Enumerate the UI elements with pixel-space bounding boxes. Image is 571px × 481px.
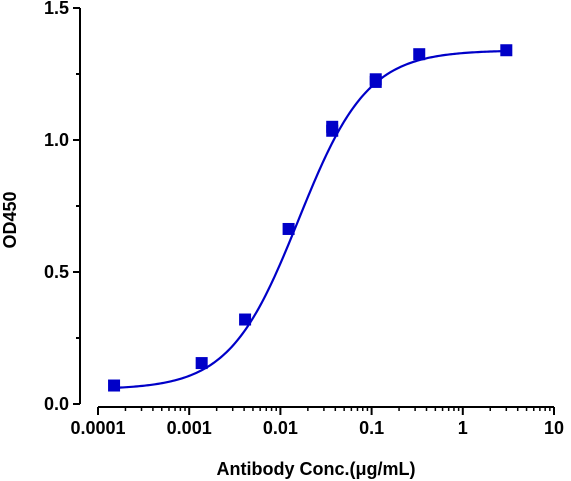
x-tick-label: 0.0001 (70, 418, 125, 438)
ticks: 0.0 0.5 1.0 1.5 0.0001 0.001 0.01 0.1 1 10 (44, 0, 564, 438)
x-tick-label: 10 (544, 418, 564, 438)
fit-curve-layer (114, 49, 507, 389)
x-axis-label: Antibody Conc.(μg/mL) (217, 459, 416, 479)
y-axis-label: OD450 (0, 191, 20, 248)
data-point (195, 357, 208, 370)
fit-curve (114, 49, 507, 389)
data-point (413, 48, 426, 61)
x-tick-label: 0.001 (167, 418, 212, 438)
data-point (500, 44, 513, 57)
y-tick-label: 1.5 (44, 0, 69, 18)
x-tick-label: 0.1 (359, 418, 384, 438)
data-point (239, 313, 252, 326)
y-tick-label: 0.0 (44, 394, 69, 414)
data-points-layer (108, 44, 513, 392)
data-point (326, 120, 339, 133)
axes (79, 8, 554, 408)
x-tick-label: 1 (458, 418, 468, 438)
data-point (369, 73, 382, 86)
data-point (108, 379, 121, 392)
y-tick-label: 0.5 (44, 262, 69, 282)
y-tick-label: 1.0 (44, 130, 69, 150)
data-point (282, 222, 295, 235)
x-tick-label: 0.01 (263, 418, 298, 438)
